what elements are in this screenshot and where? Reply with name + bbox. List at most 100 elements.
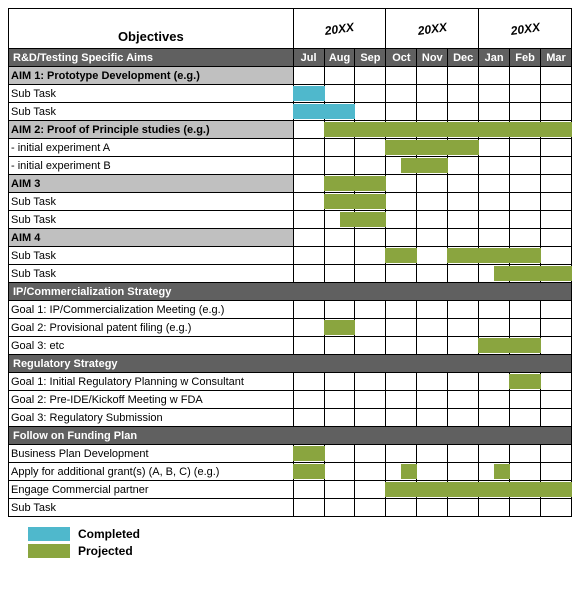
task-label: Sub Task — [9, 499, 294, 517]
gantt-bar — [447, 482, 479, 497]
section-label: Regulatory Strategy — [9, 355, 572, 373]
gantt-cell — [479, 481, 510, 499]
gantt-cell — [479, 499, 510, 517]
gantt-chart: Objectives 20XX 20XX 20XX R&D/Testing Sp… — [8, 8, 572, 517]
task-row: Goal 1: IP/Commercialization Meeting (e.… — [9, 301, 572, 319]
gantt-cell — [417, 373, 448, 391]
gantt-cell — [324, 265, 355, 283]
task-row: Goal 1: Initial Regulatory Planning w Co… — [9, 373, 572, 391]
task-label: Goal 1: IP/Commercialization Meeting (e.… — [9, 301, 294, 319]
gantt-cell — [386, 481, 417, 499]
legend: Completed Projected — [8, 527, 572, 558]
gantt-cell — [293, 175, 324, 193]
gantt-cell — [448, 337, 479, 355]
gantt-cell — [386, 67, 417, 85]
gantt-cell — [386, 211, 417, 229]
gantt-cell — [479, 373, 510, 391]
gantt-bar — [324, 320, 356, 335]
gantt-bar — [509, 338, 541, 353]
gantt-bar — [478, 248, 510, 263]
gantt-cell — [293, 373, 324, 391]
gantt-cell — [355, 463, 386, 481]
gantt-cell — [355, 301, 386, 319]
gantt-bar — [385, 248, 417, 263]
header-months-row: R&D/Testing Specific AimsJulAugSepOctNov… — [9, 49, 572, 67]
task-label: Sub Task — [9, 247, 294, 265]
gantt-cell — [479, 229, 510, 247]
gantt-cell — [479, 139, 510, 157]
task-row: Sub Task — [9, 193, 572, 211]
gantt-cell — [510, 373, 541, 391]
gantt-cell — [417, 247, 448, 265]
task-label: Sub Task — [9, 211, 294, 229]
gantt-cell — [293, 85, 324, 103]
section-row: IP/Commercialization Strategy — [9, 283, 572, 301]
gantt-cell — [355, 193, 386, 211]
gantt-bar — [385, 482, 417, 497]
gantt-cell — [324, 247, 355, 265]
gantt-cell — [448, 391, 479, 409]
gantt-bar — [478, 338, 510, 353]
task-label: Sub Task — [9, 103, 294, 121]
gantt-cell — [355, 139, 386, 157]
gantt-cell — [448, 319, 479, 337]
task-row: Sub Task — [9, 247, 572, 265]
month-header-0: Jul — [293, 49, 324, 67]
gantt-cell — [510, 319, 541, 337]
task-row: Business Plan Development — [9, 445, 572, 463]
gantt-cell — [324, 103, 355, 121]
gantt-cell — [386, 103, 417, 121]
gantt-cell — [417, 211, 448, 229]
gantt-cell — [417, 499, 448, 517]
task-row: Engage Commercial partner — [9, 481, 572, 499]
gantt-cell — [324, 409, 355, 427]
gantt-cell — [541, 121, 572, 139]
task-label: Goal 2: Pre-IDE/Kickoff Meeting w FDA — [9, 391, 294, 409]
gantt-bar — [540, 266, 572, 281]
gantt-cell — [510, 337, 541, 355]
gantt-cell — [355, 211, 386, 229]
gantt-cell — [293, 67, 324, 85]
gantt-cell — [355, 67, 386, 85]
gantt-cell — [386, 265, 417, 283]
objectives-header: Objectives — [9, 9, 294, 49]
gantt-cell — [417, 103, 448, 121]
gantt-cell — [479, 157, 510, 175]
gantt-cell — [417, 175, 448, 193]
gantt-cell — [479, 265, 510, 283]
gantt-cell — [386, 409, 417, 427]
gantt-cell — [479, 175, 510, 193]
gantt-cell — [510, 409, 541, 427]
gantt-cell — [448, 175, 479, 193]
gantt-cell — [510, 301, 541, 319]
gantt-cell — [448, 193, 479, 211]
gantt-cell — [293, 157, 324, 175]
task-label: Business Plan Development — [9, 445, 294, 463]
gantt-bar — [385, 122, 417, 137]
month-header-5: Dec — [448, 49, 479, 67]
gantt-cell — [541, 445, 572, 463]
gantt-cell — [355, 175, 386, 193]
task-label: Goal 1: Initial Regulatory Planning w Co… — [9, 373, 294, 391]
month-header-2: Sep — [355, 49, 386, 67]
gantt-cell — [324, 373, 355, 391]
aim-row: AIM 4 — [9, 229, 572, 247]
gantt-cell — [541, 247, 572, 265]
task-label: Sub Task — [9, 85, 294, 103]
gantt-bar — [509, 266, 541, 281]
gantt-bar — [509, 482, 541, 497]
gantt-cell — [386, 373, 417, 391]
gantt-cell — [448, 85, 479, 103]
gantt-bar — [447, 140, 479, 155]
gantt-cell — [324, 211, 355, 229]
gantt-cell — [541, 463, 572, 481]
aim-row: AIM 1: Prototype Development (e.g.) — [9, 67, 572, 85]
gantt-cell — [510, 481, 541, 499]
gantt-cell — [479, 301, 510, 319]
gantt-cell — [293, 445, 324, 463]
gantt-cell — [541, 193, 572, 211]
gantt-cell — [417, 445, 448, 463]
gantt-cell — [324, 445, 355, 463]
gantt-cell — [324, 391, 355, 409]
gantt-bar — [324, 176, 356, 191]
